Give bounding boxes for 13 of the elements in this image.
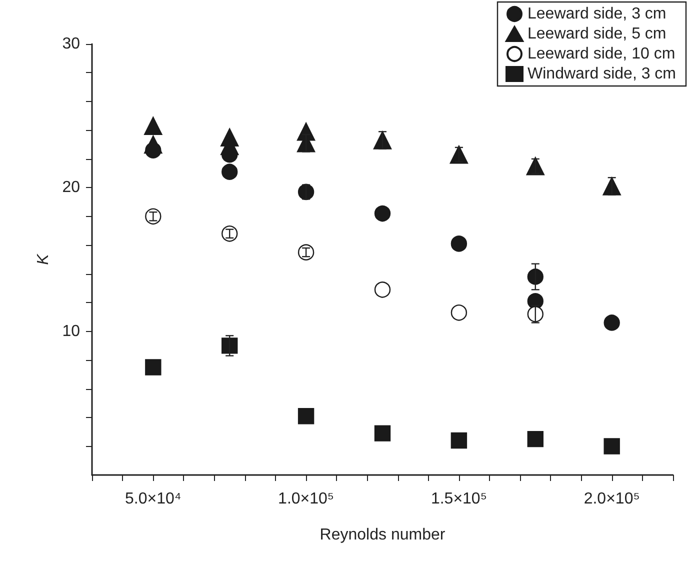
legend-label: Windward side, 3 cm (528, 66, 676, 82)
legend-label: Leeward side, 10 cm (528, 46, 676, 62)
x-axis-title: Reynolds number (320, 526, 446, 544)
x-tick-label: 5.0×10⁴ (125, 490, 182, 508)
legend-label: Leeward side, 5 cm (528, 26, 666, 42)
y-tick-label: 30 (62, 36, 80, 52)
y-tick-label: 20 (62, 179, 80, 196)
y-axis-title: K (34, 252, 52, 265)
y-tick-label: 10 (62, 322, 80, 340)
x-tick-label: 1.5×10⁵ (430, 490, 487, 508)
x-tick-label: 2.0×10⁵ (584, 490, 640, 508)
x-tick-label: 1.0×10⁵ (278, 490, 334, 508)
legend-label: Leeward side, 3 cm (528, 6, 666, 22)
